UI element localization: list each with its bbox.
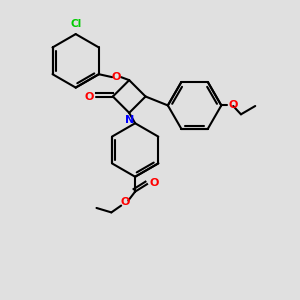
Text: O: O: [85, 92, 94, 101]
Text: N: N: [124, 115, 134, 125]
Text: Cl: Cl: [70, 19, 81, 29]
Text: O: O: [120, 197, 129, 207]
Text: O: O: [228, 100, 238, 110]
Text: O: O: [150, 178, 159, 188]
Text: O: O: [111, 72, 121, 82]
